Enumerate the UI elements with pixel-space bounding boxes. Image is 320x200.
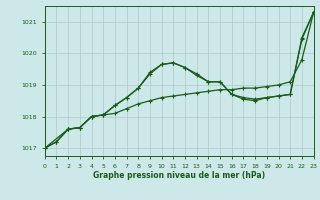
X-axis label: Graphe pression niveau de la mer (hPa): Graphe pression niveau de la mer (hPa) <box>93 171 265 180</box>
